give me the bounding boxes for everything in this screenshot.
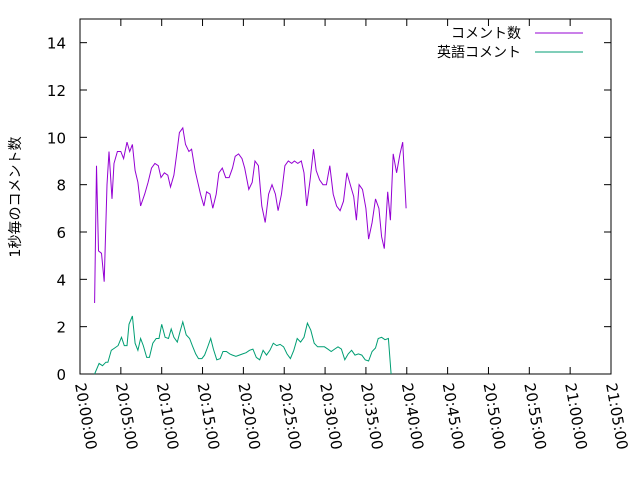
y-tick-label: 0 (56, 366, 66, 384)
x-tick-label: 21:05:00 (602, 382, 631, 451)
y-tick-label: 4 (56, 271, 66, 289)
series-line-1 (94, 126, 407, 304)
y-tick-label: 10 (47, 129, 66, 147)
x-tick-label: 20:00:00 (71, 382, 100, 451)
y-tick-label: 2 (56, 319, 66, 337)
y-axis: 0 2 4 6 8 10 12 14 (47, 35, 611, 384)
x-tick-label: 20:10:00 (153, 382, 182, 451)
plot-area (94, 126, 407, 375)
y-tick-label: 8 (56, 177, 66, 195)
legend-label: コメント数 (451, 26, 521, 42)
y-tick-label: 12 (47, 82, 66, 100)
x-tick-label: 20:15:00 (194, 382, 223, 451)
x-axis: 20:00:00 20:05:00 20:10:00 20:15:00 20:20:00… (71, 19, 631, 451)
x-tick-label: 20:05:00 (112, 382, 141, 451)
legend-label: 英語コメント (437, 44, 521, 61)
x-tick-label: 21:00:00 (561, 382, 590, 451)
series-line-2 (94, 315, 392, 375)
x-tick-label: 20:50:00 (480, 382, 509, 451)
y-axis-label: 1秒毎のコメント数 (8, 137, 24, 258)
y-tick-label: 14 (47, 35, 66, 53)
x-tick-label: 20:25:00 (275, 382, 304, 451)
x-tick-label: 20:35:00 (357, 382, 386, 451)
x-tick-label: 20:30:00 (316, 382, 345, 451)
x-tick-label: 20:20:00 (234, 382, 263, 451)
plot-border (79, 18, 612, 375)
x-tick-label: 20:45:00 (439, 382, 468, 451)
x-tick-label: 20:40:00 (398, 382, 427, 451)
y-tick-label: 6 (56, 224, 66, 242)
x-tick-label: 20:55:00 (520, 382, 549, 451)
